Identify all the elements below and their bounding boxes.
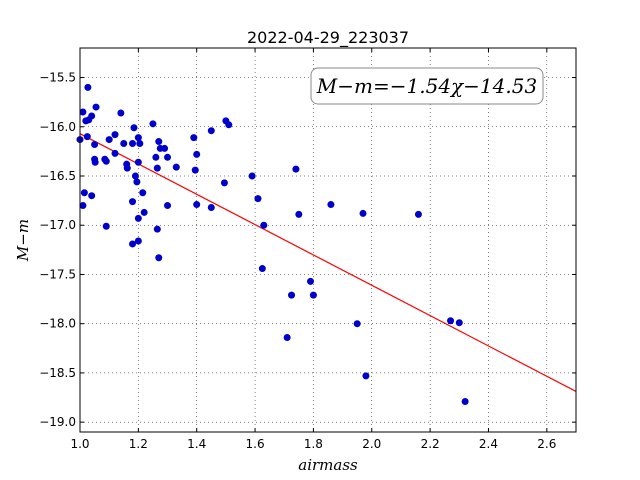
annotation-text: M−m=−1.54χ−14.53: [316, 74, 537, 98]
data-point: [84, 83, 92, 91]
x-tick-label: 2.2: [421, 437, 440, 451]
y-axis-label: M−m: [14, 219, 32, 262]
data-point: [105, 136, 113, 144]
data-point: [220, 179, 228, 187]
x-axis-label: airmass: [298, 456, 358, 474]
x-tick-label: 2.6: [537, 437, 556, 451]
data-point: [80, 189, 88, 197]
data-point: [258, 265, 266, 273]
data-point: [123, 164, 131, 172]
fit-annotation: M−m=−1.54χ−14.53: [310, 67, 544, 105]
data-point: [153, 164, 161, 172]
data-point: [134, 214, 142, 222]
data-point: [117, 109, 125, 117]
data-point: [225, 121, 233, 129]
data-point: [153, 225, 161, 233]
data-point: [254, 195, 262, 203]
data-point: [134, 158, 142, 166]
data-point: [88, 112, 96, 120]
data-point: [149, 120, 157, 128]
data-point: [414, 210, 422, 218]
chart-title: 2022-04-29_223037: [247, 28, 409, 48]
data-point: [155, 138, 163, 146]
data-point: [129, 198, 137, 206]
y-tick-label: −17.0: [39, 218, 76, 232]
data-point: [92, 103, 100, 111]
data-point: [353, 320, 361, 328]
grid: [79, 48, 576, 432]
x-tick-label: 1.6: [246, 437, 265, 451]
data-point: [172, 163, 180, 171]
y-tick-label: −15.5: [39, 71, 76, 85]
fit-line: [79, 133, 577, 392]
x-tick-label: 2.4: [479, 437, 498, 451]
data-point: [129, 240, 137, 248]
data-point: [161, 144, 169, 152]
data-point: [283, 333, 291, 341]
data-point: [295, 210, 303, 218]
data-point: [248, 172, 256, 180]
data-point: [140, 208, 148, 216]
data-point: [111, 149, 119, 157]
y-tick-label: −18.5: [39, 366, 76, 380]
data-point: [83, 133, 91, 141]
x-tick-label: 1.8: [304, 437, 323, 451]
data-point: [134, 134, 142, 142]
data-point: [306, 277, 314, 285]
data-point: [91, 158, 99, 166]
data-point: [79, 108, 87, 116]
fit-line-layer: [79, 133, 577, 392]
data-point: [207, 127, 215, 135]
x-tick-label: 2.0: [362, 437, 381, 451]
data-point: [102, 157, 110, 165]
data-point: [447, 317, 455, 325]
data-point: [129, 140, 137, 148]
annotation-box: [310, 67, 544, 105]
data-point: [164, 153, 172, 161]
x-tick-label: 1.0: [70, 437, 89, 451]
data-point: [88, 192, 96, 200]
data-point: [288, 291, 296, 299]
y-tick-label: −18.0: [39, 317, 76, 331]
y-tick-label: −19.0: [39, 415, 76, 429]
data-point: [191, 166, 199, 174]
data-point: [133, 178, 141, 186]
x-tick-label: 1.4: [187, 437, 206, 451]
data-point: [207, 204, 215, 212]
data-point: [461, 397, 469, 405]
data-point: [139, 189, 147, 197]
data-point: [455, 319, 463, 327]
data-points: [76, 83, 469, 405]
y-tick-label: −17.5: [39, 267, 76, 281]
data-point: [102, 222, 110, 230]
data-point: [193, 150, 201, 158]
data-point: [120, 140, 128, 148]
data-point: [131, 172, 139, 180]
data-point: [327, 201, 335, 209]
data-point: [164, 202, 172, 210]
data-point: [130, 124, 138, 132]
y-tick-label: −16.5: [39, 169, 76, 183]
data-point: [79, 202, 87, 210]
axis-ticks: 1.0 1.2 1.4 1.6 1.8 2.0 2.2 2.4 2.6 −15.5 −16.0 −16…: [39, 48, 576, 451]
plot-frame: [79, 47, 577, 433]
data-point: [190, 134, 198, 142]
x-tick-label: 1.2: [129, 437, 148, 451]
data-point: [362, 372, 370, 380]
data-point: [111, 131, 119, 139]
data-point: [91, 140, 99, 148]
data-point: [359, 209, 367, 217]
data-point: [152, 153, 160, 161]
data-point: [193, 201, 201, 209]
data-point: [260, 221, 268, 229]
data-point: [309, 291, 317, 299]
y-tick-label: −16.0: [39, 120, 76, 134]
data-point: [134, 237, 142, 245]
data-point: [136, 140, 144, 148]
data-point: [155, 254, 163, 262]
data-point: [292, 165, 300, 173]
